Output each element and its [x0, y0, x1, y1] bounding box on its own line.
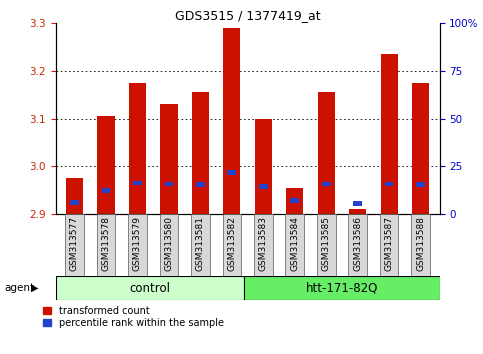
Text: ▶: ▶ — [31, 283, 39, 293]
FancyBboxPatch shape — [380, 214, 398, 276]
Bar — [317, 92, 335, 214]
Title: GDS3515 / 1377419_at: GDS3515 / 1377419_at — [175, 9, 320, 22]
FancyBboxPatch shape — [317, 214, 336, 276]
Bar — [66, 178, 83, 214]
Bar — [385, 182, 394, 187]
FancyBboxPatch shape — [56, 276, 244, 300]
Bar — [133, 181, 142, 185]
FancyBboxPatch shape — [97, 214, 115, 276]
Text: GSM313583: GSM313583 — [259, 216, 268, 271]
Bar — [129, 83, 146, 214]
Text: GSM313579: GSM313579 — [133, 216, 142, 271]
Bar — [416, 182, 425, 187]
FancyBboxPatch shape — [65, 214, 84, 276]
Bar — [97, 116, 114, 214]
Bar — [196, 182, 205, 187]
Text: GSM313578: GSM313578 — [101, 216, 111, 271]
Text: GSM313587: GSM313587 — [384, 216, 394, 271]
FancyBboxPatch shape — [244, 276, 440, 300]
Bar — [255, 119, 272, 214]
Bar — [223, 28, 241, 214]
Text: GSM313584: GSM313584 — [290, 216, 299, 271]
Bar — [160, 104, 178, 214]
FancyBboxPatch shape — [412, 214, 430, 276]
Bar — [192, 92, 209, 214]
Text: control: control — [129, 282, 170, 295]
FancyBboxPatch shape — [191, 214, 210, 276]
Text: GSM313585: GSM313585 — [322, 216, 331, 271]
Text: GSM313581: GSM313581 — [196, 216, 205, 271]
Bar — [322, 182, 330, 187]
Bar — [70, 200, 79, 205]
Text: GSM313586: GSM313586 — [353, 216, 362, 271]
Bar — [259, 184, 268, 189]
Bar — [349, 209, 366, 214]
Bar — [165, 182, 173, 187]
Bar — [354, 201, 362, 206]
FancyBboxPatch shape — [348, 214, 367, 276]
Text: GSM313582: GSM313582 — [227, 216, 236, 271]
Bar — [227, 170, 236, 175]
Bar — [101, 188, 110, 193]
FancyBboxPatch shape — [159, 214, 178, 276]
Text: GSM313577: GSM313577 — [70, 216, 79, 271]
Text: GSM313580: GSM313580 — [164, 216, 173, 271]
FancyBboxPatch shape — [128, 214, 147, 276]
FancyBboxPatch shape — [223, 214, 241, 276]
FancyBboxPatch shape — [254, 214, 272, 276]
Bar — [290, 198, 299, 203]
Text: agent: agent — [5, 283, 35, 293]
Bar — [286, 188, 303, 214]
Bar — [381, 54, 398, 214]
Text: htt-171-82Q: htt-171-82Q — [306, 282, 378, 295]
Legend: transformed count, percentile rank within the sample: transformed count, percentile rank withi… — [39, 302, 228, 332]
Text: GSM313588: GSM313588 — [416, 216, 425, 271]
FancyBboxPatch shape — [285, 214, 304, 276]
Bar — [412, 83, 429, 214]
